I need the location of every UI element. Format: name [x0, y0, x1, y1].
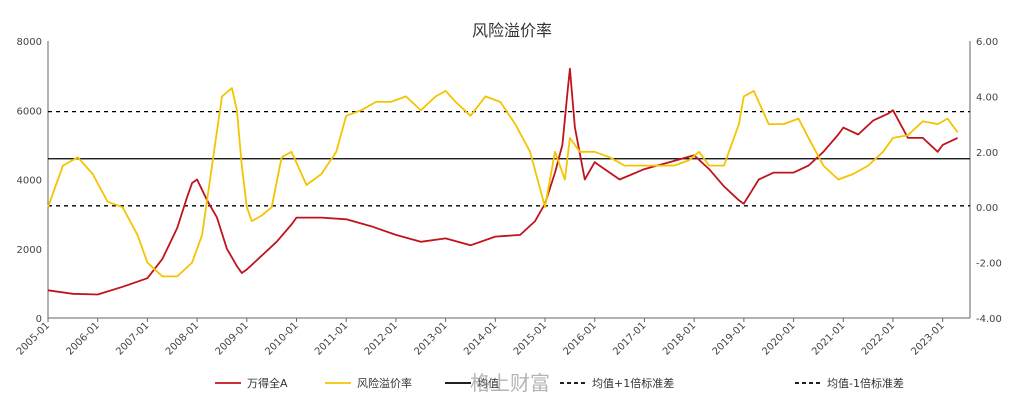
x-tick-label: 2018-01: [661, 320, 698, 357]
x-tick-label: 2017-01: [611, 320, 648, 357]
x-tick-label: 2015-01: [512, 320, 549, 357]
left-tick-label: 6000: [17, 106, 42, 117]
left-tick-label: 0: [36, 314, 42, 325]
x-tick-label: 2016-01: [562, 320, 599, 357]
right-tick-label: 4.00: [976, 92, 998, 103]
left-tick-label: 4000: [17, 176, 42, 187]
legend: 万得全A 风险溢价率 均值 均值+1倍标准差 均值-1倍标准差: [215, 376, 904, 390]
right-tick-label: 2.00: [976, 148, 998, 159]
x-tick-label: 2020-01: [760, 320, 797, 357]
series-lines: [47, 67, 959, 296]
x-tick-label: 2009-01: [214, 320, 251, 357]
series-line: [47, 67, 958, 296]
x-tick-label: 2005-01: [15, 320, 52, 357]
right-tick-label: -2.00: [976, 259, 1002, 270]
legend-label: 均值+1倍标准差: [592, 376, 674, 390]
x-tick-label: 2008-01: [164, 320, 201, 357]
x-tick-label: 2021-01: [810, 320, 847, 357]
x-tick-label: 2006-01: [64, 320, 101, 357]
x-tick-label: 2014-01: [462, 320, 499, 357]
x-tick-label: 2022-01: [860, 320, 897, 357]
x-tick-label: 2010-01: [263, 320, 300, 357]
legend-label: 均值-1倍标准差: [827, 376, 904, 390]
x-tick-label: 2019-01: [711, 320, 748, 357]
reference-lines: [48, 110, 970, 207]
left-tick-label: 8000: [17, 37, 42, 48]
legend-label: 均值: [477, 377, 499, 390]
legend-label: 万得全A: [247, 376, 288, 390]
chart-title: 风险溢价率: [472, 21, 552, 40]
x-tick-label: 2011-01: [313, 320, 350, 357]
watermark: 格上财富: [470, 371, 550, 395]
series-line: [47, 87, 959, 278]
right-tick-label: -4.00: [976, 314, 1002, 325]
x-tick-label: 2023-01: [909, 320, 946, 357]
left-tick-label: 2000: [17, 245, 42, 256]
x-tick-label: 2007-01: [114, 320, 151, 357]
x-tick-label: 2013-01: [412, 320, 449, 357]
x-tick-label: 2012-01: [363, 320, 400, 357]
axes: 0 2000 4000 6000 8000 -4.00 -2.00 0.00 2.00 4.00 6…: [15, 37, 1002, 358]
right-tick-label: 0.00: [976, 203, 998, 214]
right-tick-label: 6.00: [976, 37, 998, 48]
legend-label: 风险溢价率: [357, 376, 412, 390]
